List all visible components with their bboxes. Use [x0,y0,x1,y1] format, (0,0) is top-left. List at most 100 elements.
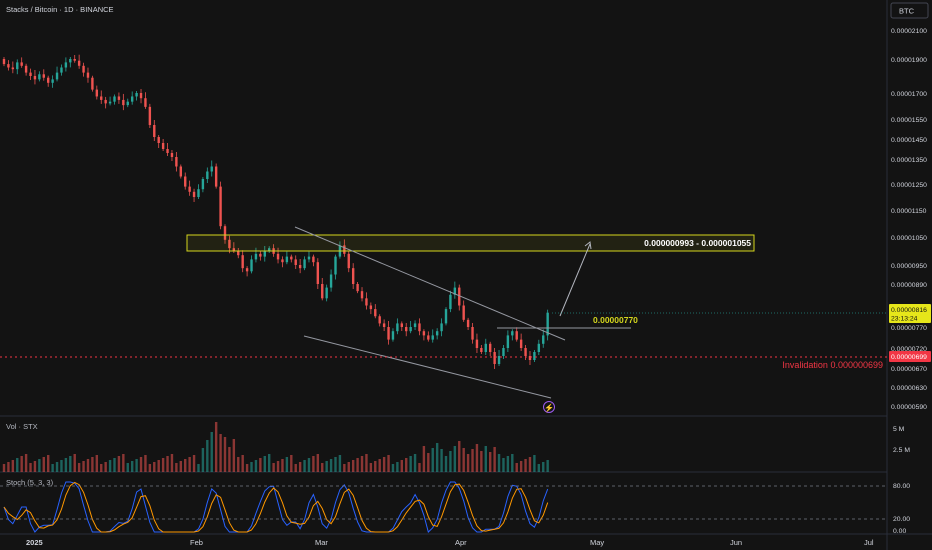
candle-body [192,191,196,197]
wedge-lower-line[interactable] [303,335,552,399]
volume-bar [276,461,280,472]
volume-bar [263,456,266,472]
volume-bar [462,448,465,472]
volume-bar [418,463,421,472]
price-axis[interactable]: 0.00002100 0.00001900 0.00001700 0.00001… [891,28,927,411]
wedge-upper-line[interactable] [294,226,566,341]
price-tick: 0.00002100 [891,28,927,35]
candle-body [431,335,434,340]
volume-bar [108,460,112,472]
volume-bar [100,464,103,472]
stoch-indicator-label[interactable]: Stoch (5, 3, 3) [6,478,54,487]
volume-bar [73,454,76,472]
candle-body [480,348,483,352]
volume-bar [475,444,479,472]
last-price-value: 0.00000816 [891,307,927,314]
event-circle[interactable] [543,401,555,413]
candle-body [55,72,59,80]
candle-body [263,251,266,257]
volume-bar [484,446,487,472]
candle-body [493,352,496,364]
candle-body [179,166,182,177]
candle-body [378,316,381,324]
candle-body [259,253,262,257]
volume-bar [60,460,63,472]
projection-arrow[interactable] [559,243,591,317]
candle-countdown: 23:13:24 [891,316,918,323]
volume-bar [343,464,346,472]
candle-body [268,248,271,251]
volume-bar [329,459,333,472]
candle-body [100,96,103,100]
volume-bar [449,451,452,472]
target-zone-label: 0.000000993 - 0.000001055 [644,238,751,248]
candle-body [276,253,280,260]
volume-bar [325,461,328,472]
volume-bar [144,455,147,472]
volume-bar [135,459,138,472]
candle-body [325,287,328,299]
candle-body [254,253,258,260]
volume-bar [237,457,240,472]
candle-body [285,256,289,263]
volume-tick: 2.5 M [893,447,910,454]
volume-bar [312,456,315,472]
candle-body [511,331,514,336]
volume-bar [175,463,178,472]
candle-body [519,339,523,348]
candle-body [86,72,90,78]
target-zone-box[interactable] [186,234,755,252]
candle-body [77,60,81,66]
volume-bar [29,463,32,472]
candle-body [206,171,209,179]
volume-bar [506,456,510,472]
volume-bar [38,459,41,472]
volume-bar [422,446,426,472]
candle-body [73,59,76,61]
stoch-tick: 80.00 [893,483,910,490]
volume-bar [55,462,59,472]
candle-body [42,74,45,78]
volume-bar [95,455,99,472]
candle-body [449,294,452,310]
volume-bar [197,464,200,472]
volume-bar [378,459,381,472]
candle-body [391,331,395,340]
time-axis[interactable]: 2025 Feb Mar Apr May Jun Jul [26,538,874,547]
currency-button[interactable] [890,2,929,19]
volume-bar [268,454,271,472]
volume-bar [69,456,72,472]
candle-body [95,89,99,97]
chart-title: Stacks / Bitcoin · 1D · BINANCE [6,5,114,14]
candle-body [281,259,284,263]
volume-indicator-label[interactable]: Vol · STX [6,422,38,431]
candle-body [91,77,94,90]
volume-bar [184,459,187,472]
volume-bar [153,462,156,472]
volume-bar [480,451,483,472]
volume-bar [24,454,28,472]
candle-body [153,125,156,137]
candle-body [396,323,399,332]
volume-bar [192,455,196,472]
volume-bar [16,458,19,472]
candle-body [188,186,191,192]
volume-bar [259,458,262,472]
volume-bar [334,457,337,472]
price-tick: 0.00000590 [891,404,927,411]
volume-bar [219,434,222,472]
volume-bar [298,462,302,472]
candle-body [157,137,160,143]
price-tick: 0.00000670 [891,366,927,373]
volume-bar [130,461,134,472]
candle-body [413,323,417,327]
volume-bar [77,463,81,472]
candle-body [546,312,549,336]
volume-bar [201,448,205,472]
candle-body [471,327,474,340]
candle-body [24,65,28,73]
candle-body [427,335,430,340]
time-tick: 2025 [26,538,43,547]
